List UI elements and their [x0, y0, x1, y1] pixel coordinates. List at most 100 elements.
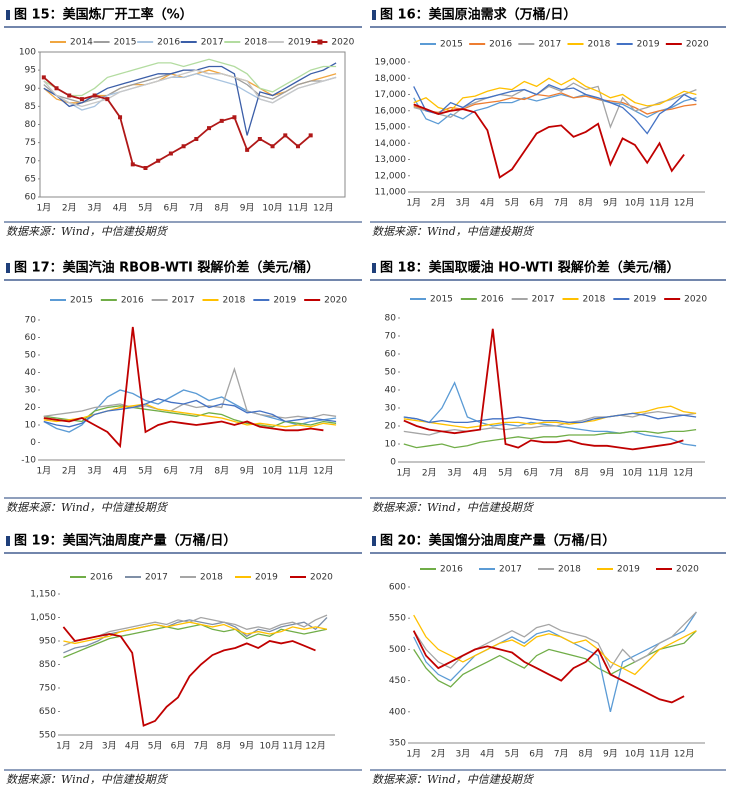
chart-title: 图 16：美国原油需求（万桶/日）	[380, 7, 576, 23]
y-tick-label: 80	[385, 314, 397, 324]
series-line	[63, 614, 328, 647]
x-tick-label: 9月	[600, 468, 615, 479]
series-line	[413, 614, 697, 676]
x-tick-label: 6月	[529, 749, 544, 760]
y-tick-label: 17,000	[375, 90, 407, 100]
x-tick-label: 3月	[87, 466, 102, 477]
x-tick-label: 11月	[288, 466, 308, 477]
legend-label: 2018	[588, 40, 611, 50]
x-tick-label: 2月	[79, 741, 94, 752]
x-tick-label: 3月	[102, 741, 117, 752]
series-line	[413, 611, 697, 712]
x-tick-label: 4月	[480, 749, 495, 760]
series-line	[63, 621, 328, 645]
x-tick-label: 9月	[240, 203, 255, 214]
point-marker	[245, 147, 250, 152]
x-tick-label: 7月	[554, 749, 569, 760]
point-marker	[207, 126, 212, 131]
legend-label: 2018	[583, 295, 606, 305]
point-marker	[308, 133, 313, 138]
x-tick-label: 12月	[305, 741, 325, 752]
x-tick-label: 7月	[549, 468, 564, 479]
point-marker	[257, 137, 262, 141]
legend-label: 2016	[440, 565, 463, 575]
x-tick-label: 6月	[164, 466, 179, 477]
point-marker	[156, 158, 161, 163]
y-tick-label: 600	[389, 583, 406, 593]
y-tick-label: 0	[390, 458, 396, 468]
x-tick-label: 5月	[505, 749, 520, 760]
x-tick-label: 3月	[455, 749, 470, 760]
y-tick-label: 550	[389, 614, 406, 624]
y-tick-label: 400	[389, 707, 406, 717]
legend-label: 2020	[310, 573, 333, 583]
y-tick-label: 1,150	[30, 590, 56, 600]
y-tick-label: 450	[389, 676, 406, 686]
source-note: 数据来源：Wind，中信建投期货	[372, 225, 535, 238]
series-line	[413, 103, 685, 179]
chart-title: 图 20：美国馏分油周度产量（万桶/日）	[380, 533, 615, 549]
point-marker	[67, 93, 72, 98]
x-tick-label: 11月	[649, 198, 669, 209]
legend-label: 2014	[70, 38, 93, 48]
y-tick-label: 15,000	[375, 123, 407, 133]
series-line	[62, 626, 316, 727]
y-tick-label: 16,000	[375, 106, 407, 116]
series-line	[403, 381, 697, 447]
series-line	[403, 328, 684, 451]
legend-label: 2016	[121, 296, 144, 306]
x-tick-label: 9月	[240, 466, 255, 477]
series-line	[413, 630, 697, 688]
y-tick-label: 75	[25, 138, 36, 148]
x-tick-label: 4月	[473, 468, 488, 479]
legend-label: 2015	[70, 296, 93, 306]
x-tick-label: 4月	[113, 203, 128, 214]
series-line	[412, 630, 685, 704]
y-tick-label: 18,000	[375, 74, 407, 84]
legend-label: 2020	[331, 38, 354, 48]
x-tick-label: 12月	[673, 468, 693, 479]
point-marker	[54, 86, 59, 91]
header-bullet	[6, 10, 10, 20]
x-tick-label: 10月	[622, 468, 642, 479]
header-bullet	[372, 263, 376, 273]
y-tick-label: 10	[385, 440, 397, 450]
legend-label: 2015	[430, 295, 453, 305]
legend-label: 2020	[676, 565, 699, 575]
chart-title: 图 17：美国汽油 RBOB-WTI 裂解价差（美元/桶）	[14, 260, 319, 276]
series-line	[413, 77, 697, 112]
y-tick-label: 20	[385, 422, 397, 432]
x-tick-label: 2月	[62, 466, 77, 477]
legend-label: 2015	[440, 40, 463, 50]
y-tick-label: 40	[385, 386, 397, 396]
point-marker	[105, 97, 110, 102]
point-marker	[92, 93, 97, 98]
y-tick-label: 950	[39, 637, 56, 647]
x-tick-label: 3月	[447, 468, 462, 479]
x-tick-label: 3月	[87, 203, 102, 214]
y-tick-label: 50	[25, 351, 37, 361]
chart-title: 图 15：美国炼厂开工率（%）	[14, 7, 193, 23]
y-tick-label: 90	[25, 84, 37, 94]
x-tick-label: 10月	[262, 203, 282, 214]
series-line	[43, 366, 337, 419]
legend-label: 2016	[481, 295, 504, 305]
x-tick-label: 1月	[396, 468, 411, 479]
header-bullet	[6, 263, 10, 273]
x-tick-label: 10月	[262, 466, 282, 477]
y-tick-label: 14,000	[375, 139, 407, 149]
y-tick-label: 100	[19, 48, 36, 58]
x-tick-label: 5月	[498, 468, 513, 479]
legend-label: 2018	[244, 38, 267, 48]
header-bullet	[6, 536, 10, 546]
series-line	[43, 403, 337, 428]
y-tick-label: 30	[385, 404, 397, 414]
y-tick-label: 95	[25, 66, 36, 76]
legend-label: 2017	[499, 565, 522, 575]
x-tick-label: 4月	[480, 198, 495, 209]
y-tick-label: 500	[389, 645, 406, 655]
x-tick-label: 6月	[524, 468, 539, 479]
x-tick-label: 8月	[216, 741, 231, 752]
y-tick-label: 60	[25, 333, 37, 343]
y-tick-label: 70	[25, 316, 37, 326]
